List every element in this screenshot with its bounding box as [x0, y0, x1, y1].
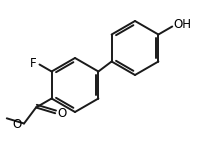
Text: O: O: [57, 107, 67, 120]
Text: OH: OH: [173, 18, 191, 31]
Text: F: F: [30, 57, 37, 70]
Text: O: O: [12, 118, 22, 131]
